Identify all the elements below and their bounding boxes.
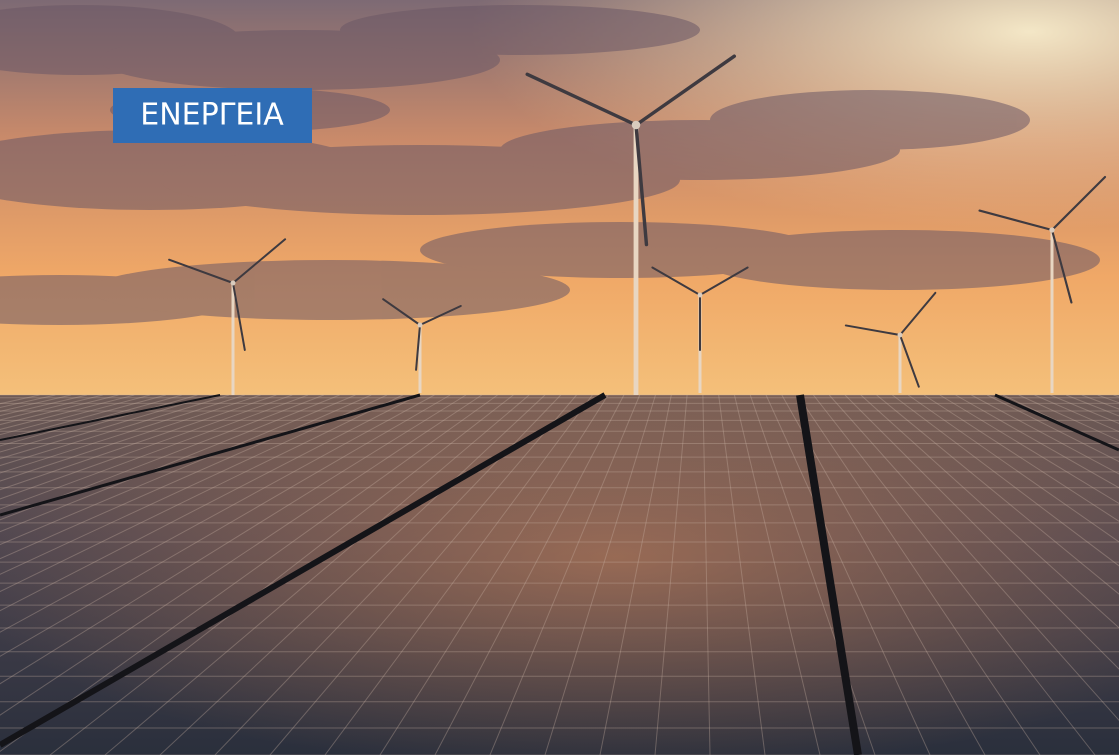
page: ΕΝΕΡΓΕΙΑ (() => { const data = JSON.pars…: [0, 0, 1119, 755]
panel-reflection: [0, 395, 1119, 755]
turbine-hub: [632, 121, 641, 130]
cloud: [700, 230, 1100, 290]
turbine-hub: [698, 293, 703, 298]
turbine-hub: [898, 333, 903, 338]
cloud: [710, 90, 1030, 150]
turbine-hub: [418, 323, 423, 328]
cloud: [340, 5, 700, 55]
category-label[interactable]: ΕΝΕΡΓΕΙΑ: [140, 98, 284, 133]
turbine-hub: [1049, 227, 1054, 232]
category-badge[interactable]: ΕΝΕΡΓΕΙΑ: [113, 88, 312, 143]
turbine-hub: [231, 281, 236, 286]
hero-image: ΕΝΕΡΓΕΙΑ: [0, 0, 1119, 755]
